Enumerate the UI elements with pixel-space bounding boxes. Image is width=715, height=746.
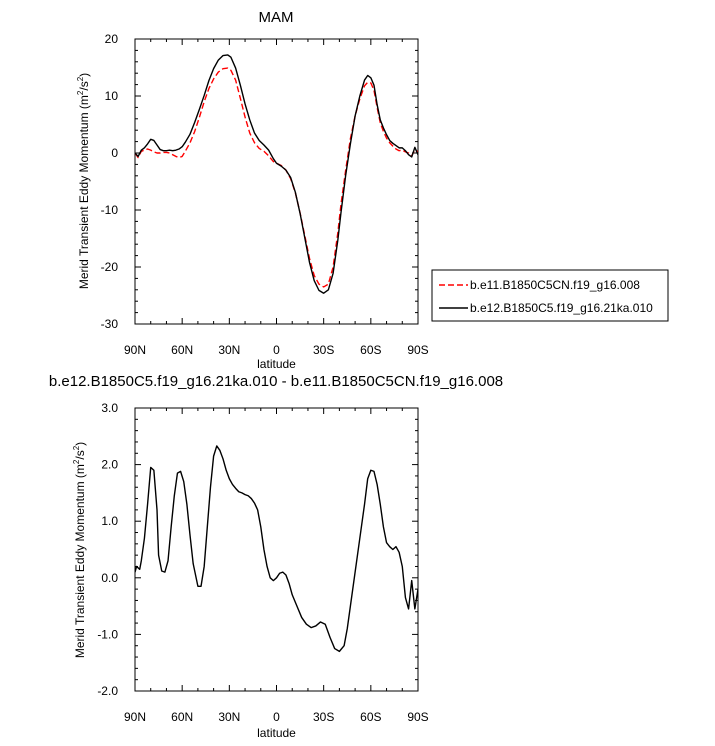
x-tick-label: 90N [124,710,146,724]
y-axis-label-part: ) [77,73,91,77]
y-axis-label-part: Merid Transient Eddy Momentum (m [73,464,87,658]
x-tick-label: 0 [273,343,280,357]
y-tick-label: 10 [105,89,119,103]
plot-area [135,54,418,294]
x-tick-label: 0 [273,710,280,724]
x-tick-label: 60N [171,710,193,724]
series-line-2 [135,54,418,294]
legend-entry-1: b.e11.B1850C5CN.f19_g16.008 [470,278,640,292]
y-axis-label-part: 2 [72,459,81,464]
y-tick-label: 0 [111,146,118,160]
x-tick-label: 30S [313,343,334,357]
y-tick-label: 2.0 [101,458,118,472]
chart-panel-2: b.e12.B1850C5.f19_g16.21ka.010 - b.e11.B… [49,373,503,740]
y-tick-label: -1.0 [97,627,118,641]
plot-frame [134,38,419,325]
x-axis-label: latitude [257,726,296,740]
legend: b.e11.B1850C5CN.f19_g16.008 b.e12.B1850C5… [431,269,669,322]
y-axis-label-part: /s [77,81,91,90]
chart-title: MAM [259,9,294,26]
x-tick-label: 90S [407,710,428,724]
x-tick-label: 90S [407,343,428,357]
y-axis-label: Merid Transient Eddy Momentum (m2/s2) [72,442,87,658]
y-tick-label: -20 [101,260,119,274]
series-line-1 [135,445,418,653]
plot-area [135,445,418,653]
x-tick-label: 30N [218,343,240,357]
chart-panel-1: MAM -30 -20 -10 0 10 20 90N 60N 30N 0 30S 60S 90S lati… [76,9,669,371]
y-tick-label: -30 [101,317,119,331]
legend-box [431,269,669,322]
x-tick-label: 60S [360,710,381,724]
legend-entry-2: b.e12.B1850C5.f19_g16.21ka.010 [470,301,653,315]
series-line-1 [135,67,418,288]
y-axis-label-part: 2 [72,445,81,450]
x-axis-label: latitude [257,357,296,371]
y-tick-label: -10 [101,203,119,217]
x-tick-label: 60S [360,343,381,357]
x-tick-label: 30N [218,710,240,724]
y-tick-label: -2.0 [97,684,118,698]
y-axis-label-part: ) [73,442,87,446]
x-tick-label: 60N [171,343,193,357]
y-axis-label-part: /s [73,450,87,459]
y-axis-label: Merid Transient Eddy Momentum (m2/s2) [76,73,91,289]
y-axis-label-part: 2 [76,76,85,81]
y-axis-label-part: Merid Transient Eddy Momentum (m [77,95,91,289]
x-tick-label: 30S [313,710,334,724]
y-tick-label: 1.0 [101,514,118,528]
plot-frame [134,407,419,692]
chart-title: b.e12.B1850C5.f19_g16.21ka.010 - b.e11.B… [49,373,503,390]
x-tick-label: 90N [124,343,146,357]
y-tick-label: 0.0 [101,571,118,585]
y-tick-label: 20 [105,32,119,46]
y-axis-label-part: 2 [76,90,85,95]
y-tick-label: 3.0 [101,401,118,415]
